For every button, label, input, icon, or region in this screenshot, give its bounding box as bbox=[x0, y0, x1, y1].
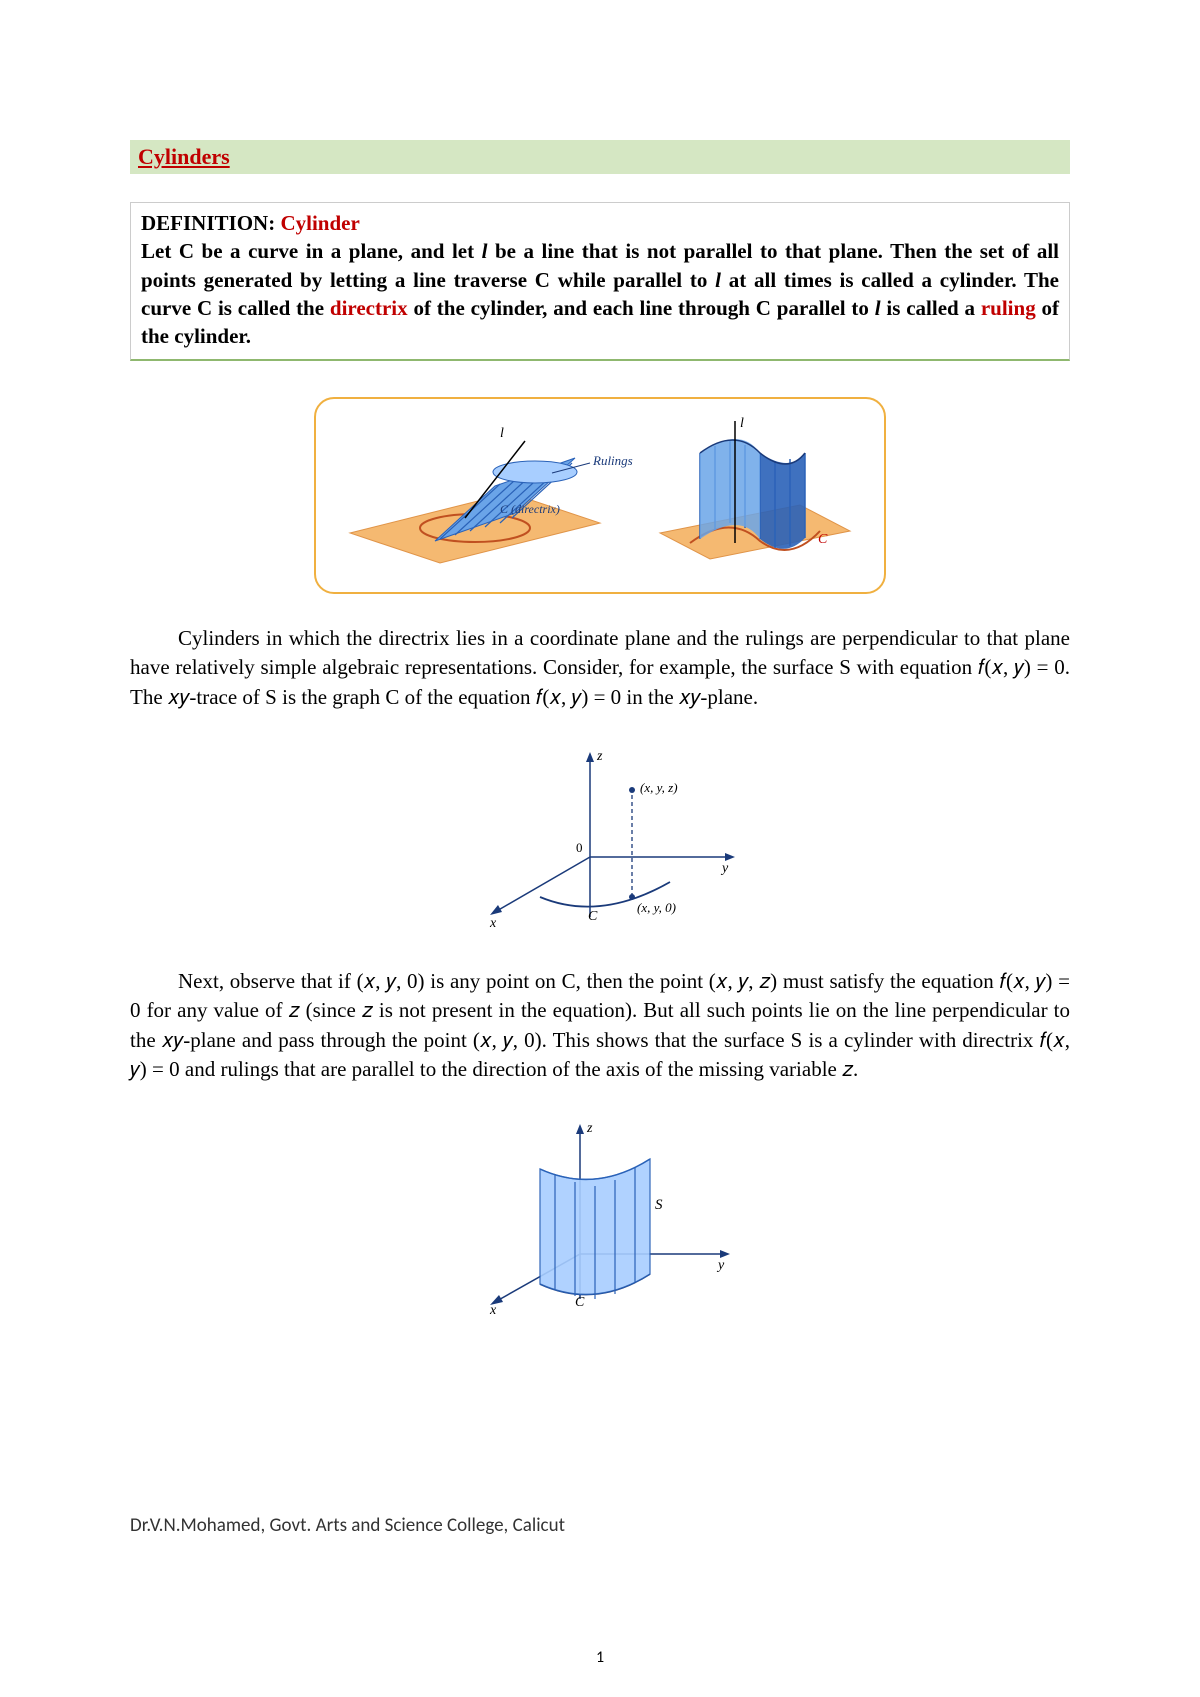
figure-1-svg: l Rulings C (directrix) bbox=[340, 413, 860, 573]
fig2-xyz: (x, y, z) bbox=[640, 780, 678, 795]
fig2-c: C bbox=[588, 909, 598, 924]
fig3-z: z bbox=[586, 1121, 593, 1136]
page-number: 1 bbox=[0, 1648, 1200, 1667]
fig3-y: y bbox=[716, 1258, 725, 1273]
figure-2-svg: z y x 0 C (x, y, z) (x, y, 0) bbox=[440, 742, 760, 932]
paragraph-1: Cylinders in which the directrix lies in… bbox=[130, 624, 1070, 712]
fig1-label-l: l bbox=[500, 426, 504, 441]
fig2-y: y bbox=[720, 861, 729, 876]
definition-body: Let C be a curve in a plane, and let l b… bbox=[141, 239, 1059, 348]
fig1b-label-c: C bbox=[818, 532, 828, 547]
figure-1-card: l Rulings C (directrix) bbox=[314, 397, 886, 594]
fig1-label-directrix: C (directrix) bbox=[500, 502, 560, 516]
definition-box: DEFINITION: Cylinder Let C be a curve in… bbox=[130, 202, 1070, 361]
footer-credit: Dr.V.N.Mohamed, Govt. Arts and Science C… bbox=[130, 1514, 565, 1537]
definition-label: DEFINITION: bbox=[141, 211, 275, 235]
fig1-label-rulings: Rulings bbox=[592, 453, 633, 468]
fig3-c: C bbox=[575, 1295, 585, 1310]
section-header: Cylinders bbox=[130, 140, 1070, 174]
fig2-xy0: (x, y, 0) bbox=[637, 900, 676, 915]
paragraph-2: Next, observe that if (𝑥, 𝑦, 0) is any p… bbox=[130, 967, 1070, 1085]
figure-2-wrap: z y x 0 C (x, y, z) (x, y, 0) bbox=[130, 742, 1070, 937]
figure-1-wrap: l Rulings C (directrix) bbox=[130, 397, 1070, 594]
fig3-x: x bbox=[489, 1303, 497, 1314]
figure-3-svg: z y x C S bbox=[450, 1114, 750, 1314]
document-page: Cylinders DEFINITION: Cylinder Let C be … bbox=[0, 0, 1200, 1697]
fig2-origin: 0 bbox=[576, 840, 583, 855]
fig2-x: x bbox=[489, 916, 497, 931]
definition-term: Cylinder bbox=[280, 211, 359, 235]
fig2-z: z bbox=[596, 749, 603, 764]
figure-3-wrap: z y x C S bbox=[130, 1114, 1070, 1319]
fig1b-label-l: l bbox=[740, 416, 744, 431]
fig3-s: S bbox=[655, 1197, 663, 1213]
